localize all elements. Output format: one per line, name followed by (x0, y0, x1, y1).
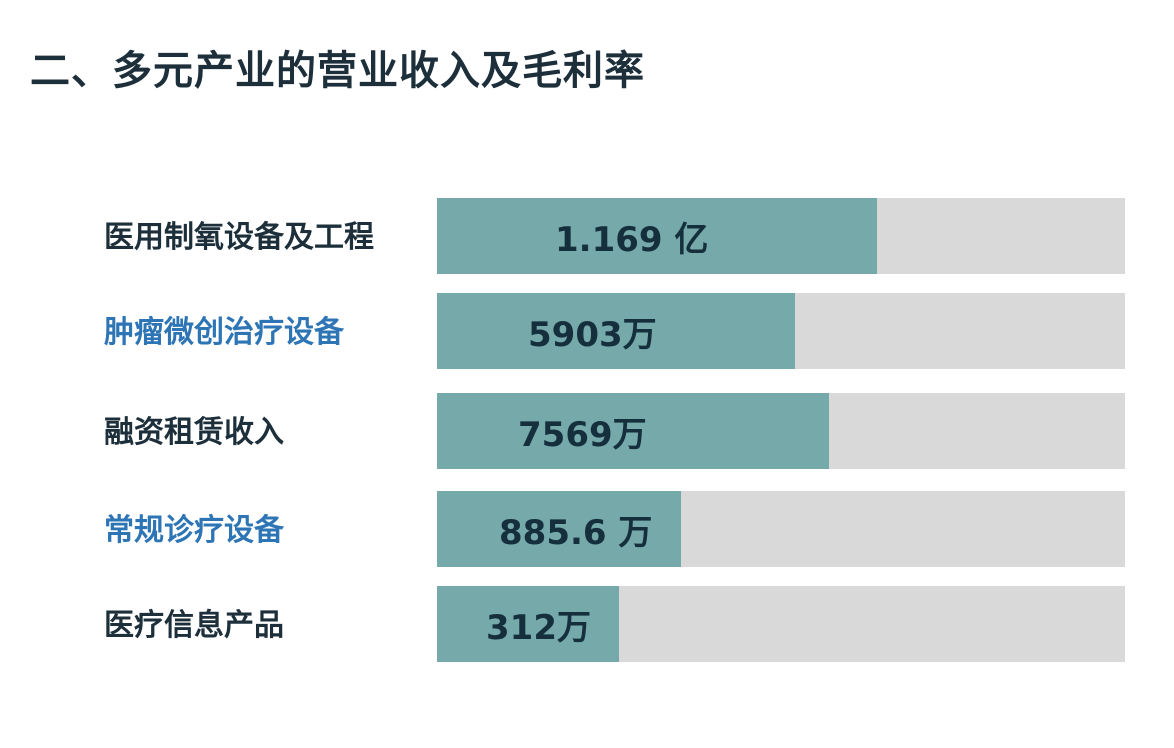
bar (437, 393, 829, 469)
bar (437, 293, 795, 369)
category-label: 肿瘤微创治疗设备 (104, 315, 344, 350)
page-title: 二、多元产业的营业收入及毛利率 (30, 48, 645, 94)
category-label: 医用制氧设备及工程 (104, 220, 374, 255)
category-label: 医疗信息产品 (104, 608, 284, 643)
data-label: 312万 (486, 608, 591, 648)
category-label: 常规诊疗设备 (104, 513, 284, 548)
bar (437, 198, 877, 274)
bar (437, 586, 619, 662)
bar (437, 491, 681, 567)
data-label: 885.6 万 (499, 513, 653, 553)
data-label: 1.169 亿 (555, 220, 709, 260)
data-label: 7569万 (518, 415, 647, 455)
category-label: 融资租赁收入 (104, 415, 284, 450)
data-label: 5903万 (528, 315, 657, 355)
